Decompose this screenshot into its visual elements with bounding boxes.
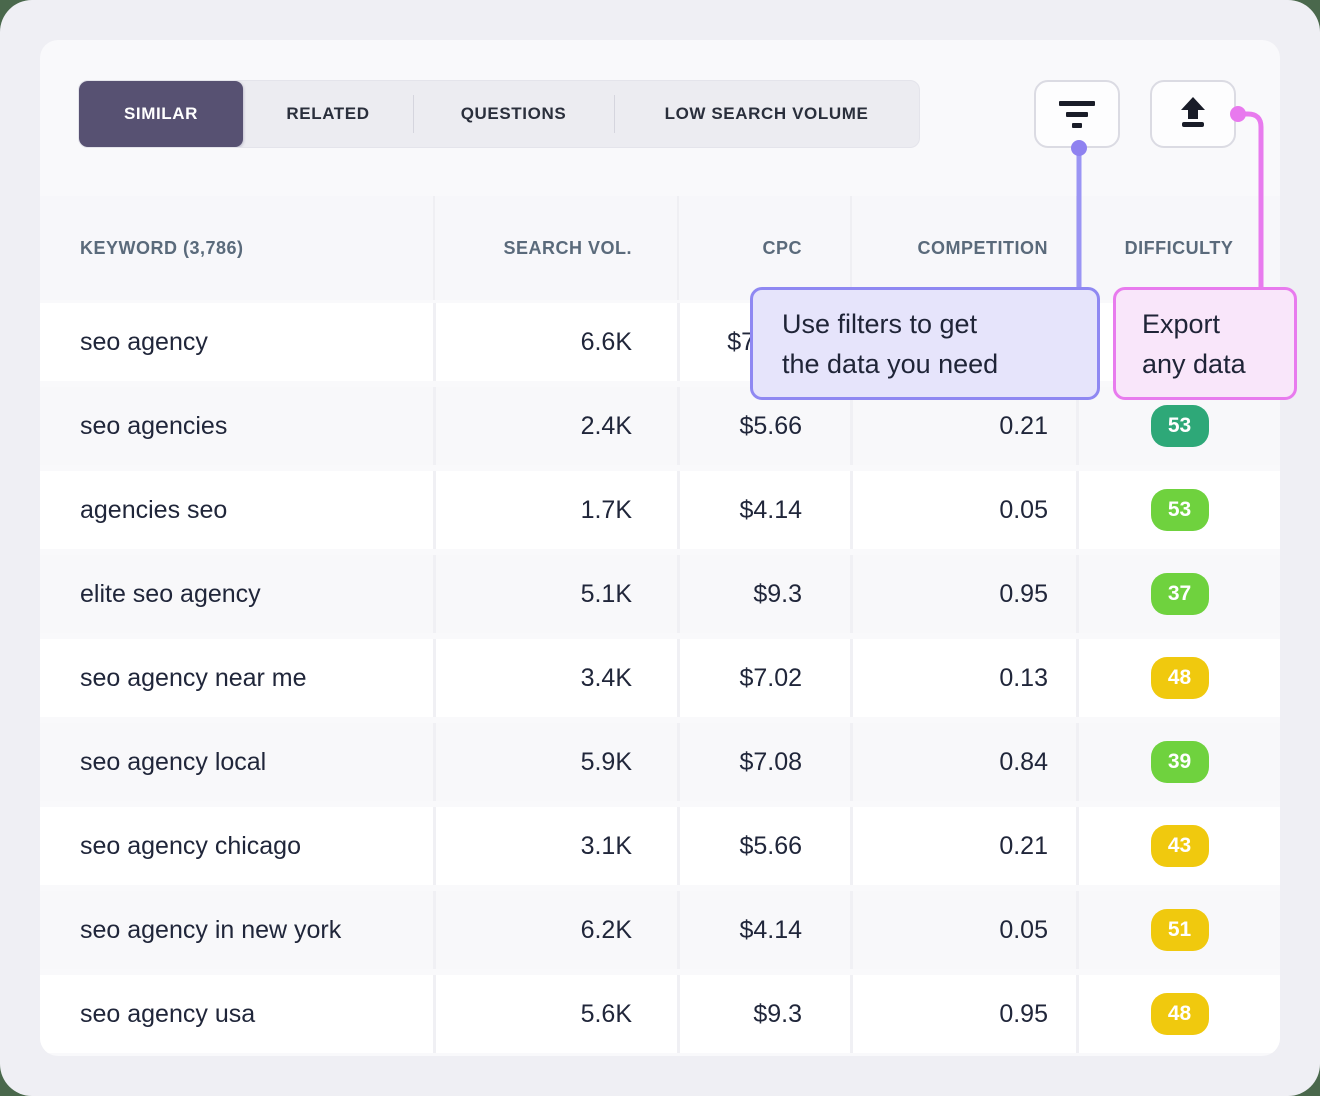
filter-tooltip-line2: the data you need (782, 349, 999, 379)
table-row[interactable]: seo agency local 5.9K $7.08 0.84 39 (40, 723, 1280, 801)
cpc-cell: $5.66 (677, 807, 850, 885)
search-volume-cell: 5.9K (433, 723, 677, 801)
upload-icon (1177, 96, 1209, 133)
difficulty-cell: 48 (1076, 639, 1280, 717)
cpc-cell: $4.14 (677, 891, 850, 969)
table-row[interactable]: seo agency chicago 3.1K $5.66 0.21 43 (40, 807, 1280, 885)
difficulty-badge: 48 (1150, 993, 1209, 1035)
keyword-cell: seo agency usa (80, 999, 256, 1028)
tab-low-search-volume[interactable]: LOW SEARCH VOLUME (614, 81, 919, 147)
difficulty-badge: 51 (1150, 909, 1209, 951)
cpc-cell: $7.08 (677, 723, 850, 801)
difficulty-cell: 37 (1076, 555, 1280, 633)
search-volume-cell: 6.2K (433, 891, 677, 969)
cpc-cell: $7.02 (677, 639, 850, 717)
cpc-cell: $9.3 (677, 555, 850, 633)
difficulty-badge: 48 (1150, 657, 1209, 699)
keyword-cell: seo agency near me (80, 663, 307, 692)
search-volume-cell: 3.1K (433, 807, 677, 885)
export-tooltip-line1: Export (1142, 309, 1221, 339)
search-volume-cell: 6.6K (433, 303, 677, 381)
table-body: seo agency 6.6K $7 seo agencies 2.4K $5.… (40, 303, 1280, 1056)
table-row[interactable]: elite seo agency 5.1K $9.3 0.95 37 (40, 555, 1280, 633)
cpc-cell: $5.66 (677, 387, 850, 465)
search-volume-cell: 5.1K (433, 555, 677, 633)
filter-button[interactable] (1034, 80, 1120, 148)
difficulty-cell: 51 (1076, 891, 1280, 969)
filter-icon (1059, 100, 1095, 128)
table-row[interactable]: seo agency usa 5.6K $9.3 0.95 48 (40, 975, 1280, 1053)
difficulty-badge: 43 (1150, 825, 1209, 867)
difficulty-badge: 53 (1150, 489, 1209, 531)
difficulty-cell: 39 (1076, 723, 1280, 801)
tab-bar: SIMILAR RELATED QUESTIONS LOW SEARCH VOLUME (78, 80, 920, 148)
competition-cell: 0.13 (850, 639, 1076, 717)
export-button[interactable] (1150, 80, 1236, 148)
difficulty-cell: 53 (1076, 471, 1280, 549)
table-row[interactable]: agencies seo 1.7K $4.14 0.05 53 (40, 471, 1280, 549)
search-volume-cell: 1.7K (433, 471, 677, 549)
competition-cell: 0.05 (850, 891, 1076, 969)
search-volume-cell: 3.4K (433, 639, 677, 717)
keyword-cell: seo agency (80, 327, 208, 356)
difficulty-cell: 48 (1076, 975, 1280, 1053)
competition-cell: 0.95 (850, 555, 1076, 633)
difficulty-badge: 53 (1150, 405, 1209, 447)
competition-cell: 0.95 (850, 975, 1076, 1053)
filter-tooltip: Use filters to get the data you need (750, 287, 1100, 400)
competition-cell: 0.21 (850, 807, 1076, 885)
tab-related[interactable]: RELATED (286, 104, 370, 123)
difficulty-badge: 37 (1150, 573, 1209, 615)
keyword-cell: seo agency chicago (80, 831, 301, 860)
filter-tooltip-line1: Use filters to get (782, 309, 978, 339)
competition-cell: 0.05 (850, 471, 1076, 549)
column-header-keyword: KEYWORD (3,786) (80, 237, 244, 258)
competition-cell: 0.84 (850, 723, 1076, 801)
table-row[interactable]: seo agency in new york 6.2K $4.14 0.05 5… (40, 891, 1280, 969)
tab-questions[interactable]: QUESTIONS (413, 81, 614, 147)
tab-similar[interactable]: SIMILAR (79, 81, 243, 147)
difficulty-badge: 39 (1150, 741, 1209, 783)
search-volume-cell: 2.4K (433, 387, 677, 465)
difficulty-cell: 53 (1076, 387, 1280, 465)
column-header-cpc: CPC (677, 196, 850, 300)
column-header-search-volume: SEARCH VOL. (433, 196, 677, 300)
keyword-table-card: SIMILAR RELATED QUESTIONS LOW SEARCH VOLUME… (40, 40, 1280, 1056)
column-header-competition: COMPETITION (850, 196, 1076, 300)
search-volume-cell: 5.6K (433, 975, 677, 1053)
table-row[interactable]: seo agencies 2.4K $5.66 0.21 53 (40, 387, 1280, 465)
keyword-cell: seo agency in new york (80, 915, 342, 944)
keyword-cell: agencies seo (80, 495, 228, 524)
export-tooltip: Export any data (1113, 287, 1297, 400)
table-header-row: KEYWORD (3,786) SEARCH VOL. CPC COMPETIT… (40, 196, 1280, 300)
keyword-cell: seo agency local (80, 747, 267, 776)
export-tooltip-line2: any data (1142, 349, 1246, 379)
keyword-cell: seo agencies (80, 411, 228, 440)
keyword-cell: elite seo agency (80, 579, 261, 608)
cpc-cell: $9.3 (677, 975, 850, 1053)
competition-cell: 0.21 (850, 387, 1076, 465)
table-row[interactable]: seo agency near me 3.4K $7.02 0.13 48 (40, 639, 1280, 717)
column-header-difficulty: DIFFICULTY (1076, 196, 1280, 300)
cpc-cell: $4.14 (677, 471, 850, 549)
difficulty-cell: 43 (1076, 807, 1280, 885)
